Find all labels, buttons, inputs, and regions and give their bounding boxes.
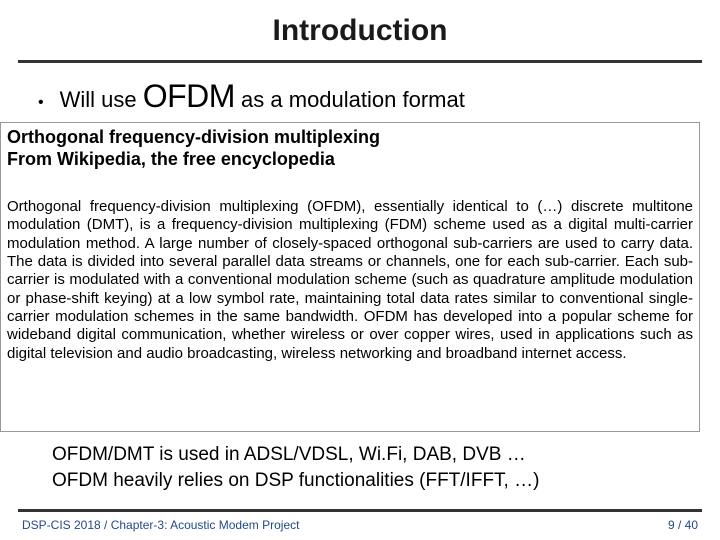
note-line-2: OFDM heavily relies on DSP functionaliti… bbox=[52, 468, 539, 494]
bullet-suffix: as a modulation format bbox=[235, 87, 465, 112]
wiki-heading-1: Orthogonal frequency-division multiplexi… bbox=[7, 127, 693, 149]
page-number: 9 / 40 bbox=[668, 518, 698, 532]
bullet-item: • Will use OFDM as a modulation format bbox=[38, 78, 465, 118]
divider-bottom bbox=[18, 509, 702, 512]
wiki-body-text: Orthogonal frequency-division multiplexi… bbox=[7, 198, 693, 363]
notes-block: OFDM/DMT is used in ADSL/VDSL, Wi.Fi, DA… bbox=[52, 442, 539, 493]
wikipedia-excerpt: Orthogonal frequency-division multiplexi… bbox=[0, 122, 700, 432]
bullet-acronym: OFDM bbox=[143, 78, 235, 114]
note-line-1: OFDM/DMT is used in ADSL/VDSL, Wi.Fi, DA… bbox=[52, 442, 539, 468]
bullet-marker: • bbox=[38, 88, 44, 118]
page-title: Introduction bbox=[0, 14, 720, 48]
divider-top bbox=[18, 60, 702, 63]
bullet-prefix: Will use bbox=[60, 87, 143, 112]
slide: Introduction • Will use OFDM as a modula… bbox=[0, 0, 720, 540]
bullet-text: Will use OFDM as a modulation format bbox=[60, 78, 465, 115]
wiki-heading-2: From Wikipedia, the free encyclopedia bbox=[7, 149, 693, 171]
footer-text: DSP-CIS 2018 / Chapter-3: Acoustic Modem… bbox=[22, 518, 299, 532]
